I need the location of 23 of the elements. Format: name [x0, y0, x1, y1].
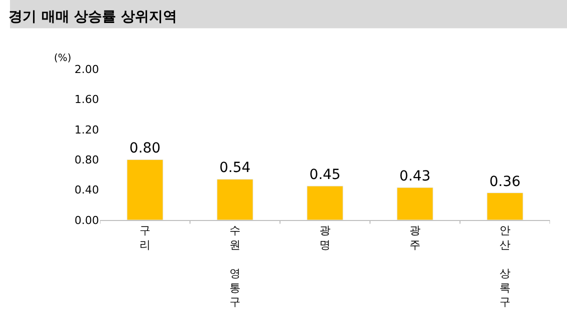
y-tick-label: 0.00 [74, 214, 99, 227]
y-axis-title: (%) [54, 53, 72, 64]
y-tick-label: 2.00 [74, 62, 99, 76]
bar [486, 192, 524, 220]
data-label: 0.45 [309, 167, 341, 184]
data-label: 0.54 [219, 160, 251, 176]
bar [396, 187, 434, 220]
x-tick-label: 광명 [320, 224, 330, 252]
y-tick-label: 1.20 [74, 123, 99, 136]
category-label: 수원 영통구 [230, 224, 240, 309]
data-label: 0.80 [129, 140, 161, 157]
bar [126, 159, 164, 220]
category-label: 안산 상록구 [500, 224, 510, 309]
bar [216, 178, 254, 220]
x-tick-label: 구리 [140, 224, 150, 252]
chart-title: 경기 매매 상승률 상위지역 [8, 9, 178, 26]
y-tick-label: 1.60 [74, 93, 99, 106]
data-label: 0.36 [489, 174, 521, 190]
x-tick-label: 광주 [410, 224, 420, 252]
bar [306, 186, 344, 220]
data-label: 0.43 [399, 168, 431, 185]
y-tick-label: 0.80 [74, 153, 99, 166]
y-tick-label: 0.40 [74, 184, 99, 197]
